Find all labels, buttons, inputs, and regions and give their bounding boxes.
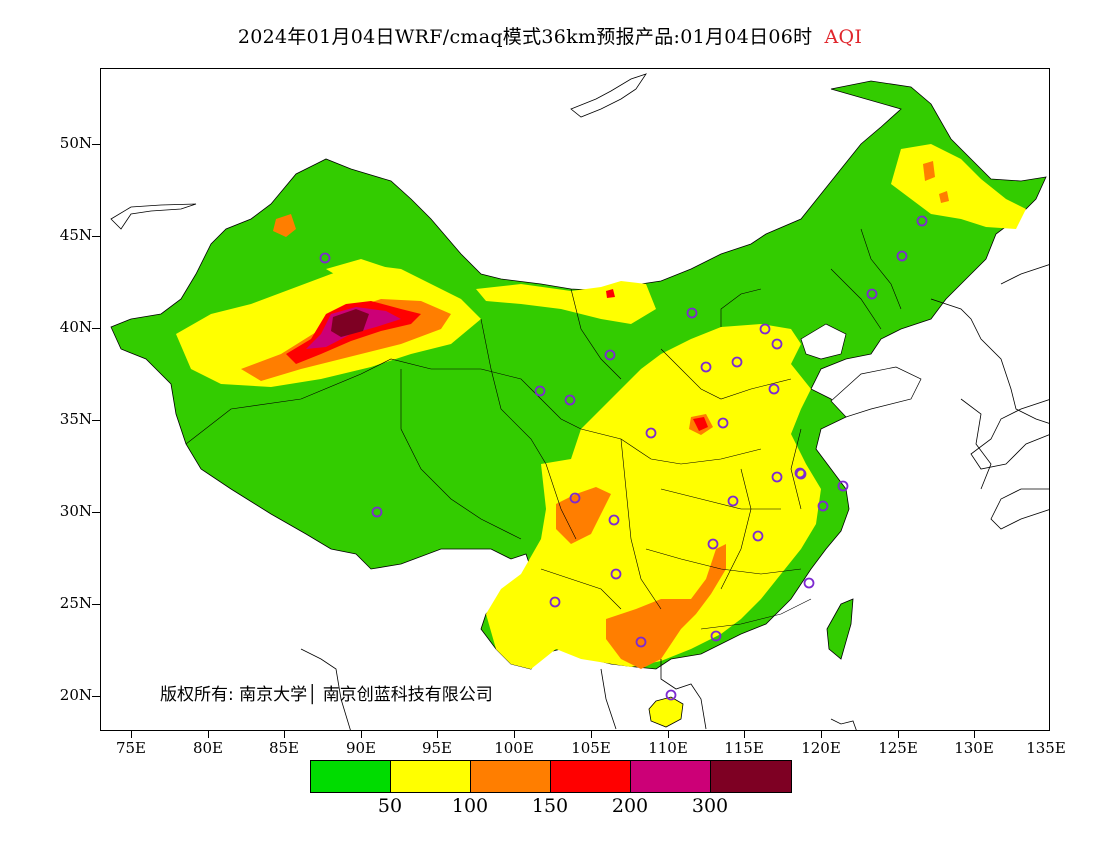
lon-tick [361, 731, 362, 738]
moderate-zone-yunnan [496, 574, 556, 669]
lat-tick [92, 420, 100, 421]
lat-label-40n: 40N [59, 318, 92, 336]
legend-swatch-5 [711, 761, 791, 792]
usg-zone-hot1 [273, 214, 296, 237]
lon-label-80e: 80E [192, 739, 224, 757]
lat-label-35n: 35N [59, 410, 92, 428]
moderate-zone-east [486, 324, 821, 669]
lon-tick [514, 731, 515, 738]
legend-swatch-0 [311, 761, 391, 792]
lat-tick [92, 512, 100, 513]
legend-label-300: 300 [691, 795, 729, 817]
lat-tick [92, 696, 100, 697]
lon-tick [744, 731, 745, 738]
lon-label-135e: 135E [1026, 739, 1066, 757]
legend-label-200: 200 [611, 795, 649, 817]
copyright-notice: 版权所有: 南京大学│ 南京创蓝科技有限公司 [160, 685, 493, 705]
legend-label-50: 50 [377, 795, 403, 817]
legend-swatch-1 [391, 761, 471, 792]
lat-label-20n: 20N [59, 686, 92, 704]
map-panel[interactable] [100, 68, 1050, 731]
bohai-sea [800, 323, 847, 360]
unhealthy-zone-north [606, 289, 615, 298]
lon-tick [898, 731, 899, 738]
legend-label-150: 150 [531, 795, 569, 817]
lat-tick [92, 144, 100, 145]
yellow-sea [830, 366, 922, 418]
usg-zone-guangxi [606, 544, 726, 669]
lon-label-85e: 85E [268, 739, 300, 757]
aqi-color-legend [310, 760, 792, 793]
legend-swatch-3 [551, 761, 631, 792]
province-boundaries [185, 228, 902, 630]
lon-label-95e: 95E [421, 739, 453, 757]
lon-tick [821, 731, 822, 738]
legend-swatch-2 [471, 761, 551, 792]
lon-tick [131, 731, 132, 738]
hainan-island [648, 696, 684, 728]
map-title: 2024年01月04日WRF/cmaq模式36km预报产品:01月04日06时 A… [0, 22, 1100, 49]
lon-label-100e: 100E [494, 739, 534, 757]
lon-tick [208, 731, 209, 738]
usg-zone-sichuan [556, 487, 611, 544]
lon-tick [974, 731, 975, 738]
lon-label-130e: 130E [954, 739, 994, 757]
lat-label-50n: 50N [59, 134, 92, 152]
lat-tick [92, 328, 100, 329]
lon-label-105e: 105E [571, 739, 611, 757]
taiwan-island [826, 598, 854, 660]
usg-zone-ne2 [939, 191, 949, 203]
lon-tick [437, 731, 438, 738]
lon-label-110e: 110E [648, 739, 688, 757]
lat-label-45n: 45N [59, 226, 92, 244]
lat-tick [92, 604, 100, 605]
aqi-map-svg [110, 73, 1049, 730]
hazardous-zone [331, 309, 369, 337]
lon-tick [284, 731, 285, 738]
title-main: 2024年01月04日WRF/cmaq模式36km预报产品:01月04日06时 [237, 26, 813, 48]
legend-swatch-4 [631, 761, 711, 792]
legend-label-100: 100 [451, 795, 489, 817]
lon-tick [591, 731, 592, 738]
station-markers [319, 215, 928, 701]
unhealthy-zone-henan [693, 417, 708, 431]
lon-label-115e: 115E [724, 739, 764, 757]
lat-label-25n: 25N [59, 594, 92, 612]
lon-label-120e: 120E [801, 739, 841, 757]
lon-label-90e: 90E [345, 739, 377, 757]
lat-label-30n: 30N [59, 502, 92, 520]
lon-tick [668, 731, 669, 738]
title-product: AQI [824, 26, 863, 48]
usg-zone-ne [923, 161, 935, 181]
foreign-coastlines [110, 73, 1049, 730]
lon-label-75e: 75E [115, 739, 147, 757]
lat-tick [92, 236, 100, 237]
moderate-zone-north [326, 259, 391, 287]
lon-label-125e: 125E [878, 739, 918, 757]
